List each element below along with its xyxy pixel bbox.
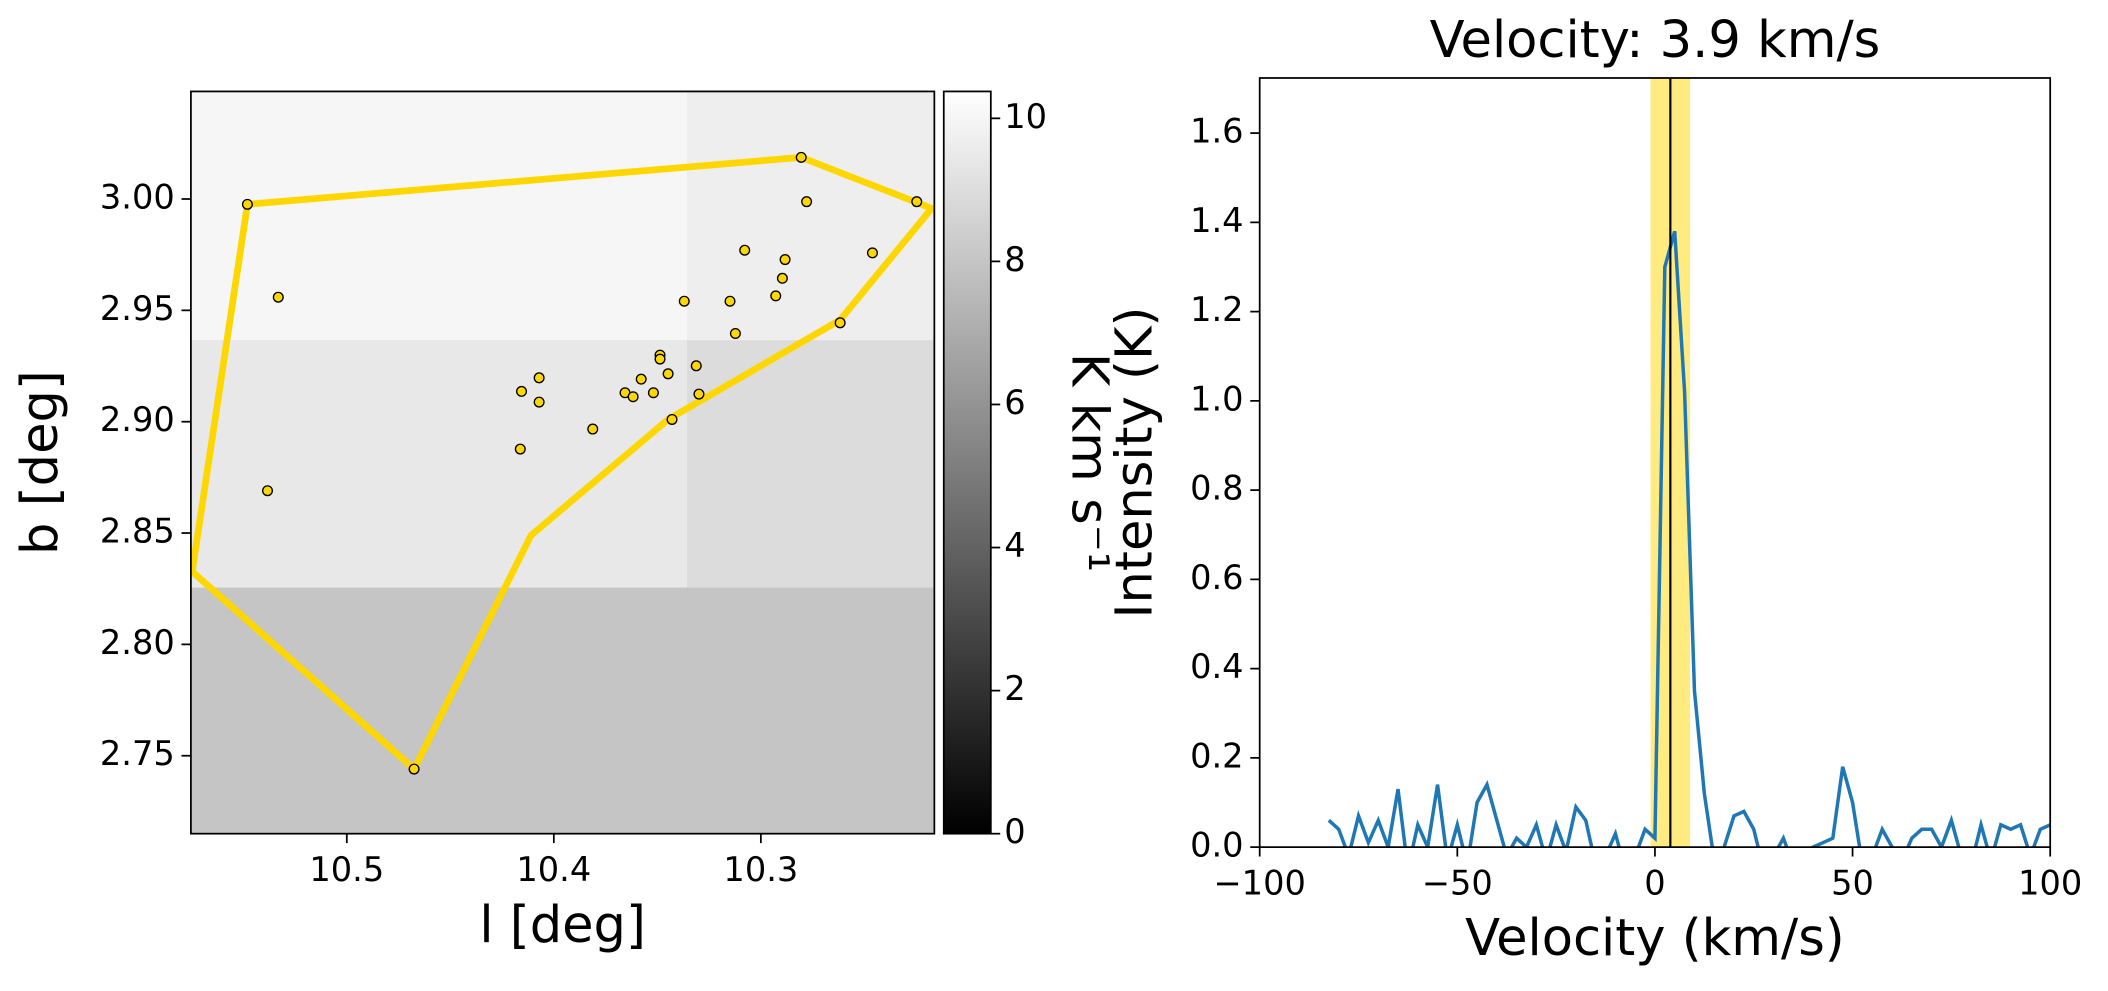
y-tick-label: 2.90	[100, 400, 175, 439]
y-tick-label: 0.4	[1190, 647, 1243, 686]
axes-frame	[190, 90, 936, 835]
source-point	[770, 290, 782, 302]
source-point	[779, 254, 791, 266]
x-tick-label: 50	[1831, 863, 1874, 902]
source-point	[261, 485, 274, 497]
y-axis-label: Intensity (K)	[1105, 307, 1164, 619]
y-tick-label: 0.6	[1190, 558, 1243, 597]
axes-frame	[1258, 77, 2052, 848]
source-point	[801, 196, 813, 208]
source-point	[693, 388, 705, 400]
source-point	[272, 291, 284, 303]
colorbar-tick-label: 2	[1004, 669, 1025, 708]
colorbar-label: K km s⁻¹	[1059, 353, 1118, 572]
spectrum-line	[1327, 230, 2051, 848]
source-point	[514, 443, 526, 455]
y-tick-label: 0.0	[1190, 826, 1243, 865]
colorbar-tick-label: 4	[1004, 526, 1025, 565]
x-tick-label: 100	[2018, 863, 2082, 902]
source-point	[241, 198, 253, 210]
chart-title: Velocity: 3.9 km/s	[1430, 11, 1881, 70]
y-tick-label: 2.80	[100, 623, 175, 662]
pixel	[190, 587, 439, 834]
source-point	[666, 413, 678, 425]
source-point	[647, 387, 659, 399]
pixel	[438, 91, 688, 341]
source-point	[654, 353, 666, 365]
source-point	[408, 763, 420, 775]
source-point	[662, 368, 674, 380]
source-point	[516, 385, 528, 397]
source-point	[678, 295, 690, 307]
source-point	[729, 327, 741, 340]
y-tick-label: 1.4	[1190, 201, 1243, 240]
y-tick-label: 2.95	[100, 289, 175, 328]
y-tick-label: 1.2	[1190, 290, 1243, 329]
pixel	[438, 587, 688, 834]
source-point	[866, 247, 878, 259]
pixel	[686, 340, 935, 589]
source-point	[739, 244, 751, 256]
source-point	[795, 151, 807, 163]
colorbar-tick-label: 8	[1004, 240, 1025, 279]
pixel	[438, 340, 688, 589]
y-tick-label: 2.75	[100, 734, 175, 773]
y-axis-label: b [deg]	[11, 370, 70, 555]
x-tick-label: 0	[1644, 863, 1665, 902]
pixel	[686, 587, 935, 834]
source-point	[533, 396, 545, 408]
source-point	[635, 373, 647, 385]
source-point	[587, 423, 599, 435]
y-tick-label: 0.2	[1190, 736, 1243, 775]
x-axis-label: l [deg]	[479, 896, 646, 955]
source-point	[627, 391, 639, 403]
source-point	[911, 196, 923, 208]
x-tick-label: −100	[1214, 863, 1306, 902]
colorbar-tick-label: 10	[1004, 97, 1047, 136]
y-tick-label: 1.0	[1190, 379, 1243, 418]
x-tick-label: 10.3	[723, 850, 798, 889]
colorbar-tick-label: 6	[1004, 383, 1025, 422]
x-tick-label: −50	[1422, 863, 1493, 902]
y-tick-label: 3.00	[100, 177, 175, 216]
plot-layer	[1327, 77, 2051, 848]
y-tick-label: 0.8	[1190, 469, 1243, 508]
x-axis-label: Velocity (km/s)	[1465, 909, 1845, 968]
image-layer	[190, 91, 935, 834]
y-tick-label: 1.6	[1190, 112, 1243, 151]
colorbar-tick-label: 0	[1004, 812, 1025, 851]
pixel	[190, 340, 439, 589]
pixel	[190, 91, 439, 341]
x-tick-label: 10.4	[516, 850, 591, 889]
colorbar	[942, 90, 992, 835]
pixel	[686, 91, 935, 341]
y-tick-label: 2.85	[100, 512, 175, 551]
source-point	[690, 360, 702, 372]
source-point	[724, 295, 736, 307]
source-point	[776, 272, 788, 284]
x-tick-label: 10.5	[309, 850, 384, 889]
source-point	[834, 317, 846, 329]
source-point	[533, 372, 545, 384]
